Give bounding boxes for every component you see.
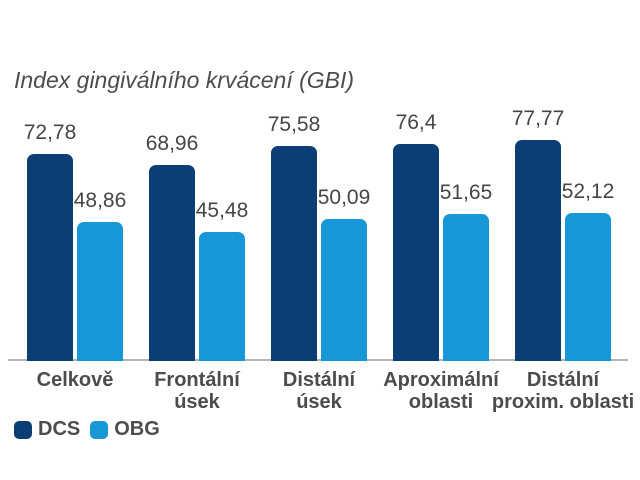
category-label-line: úsek xyxy=(296,391,342,413)
value-label-dcs: 77,77 xyxy=(511,107,565,130)
legend-label-dcs: DCS xyxy=(38,418,81,440)
legend: DCS OBG xyxy=(14,418,160,441)
value-label-dcs: 72,78 xyxy=(23,121,77,144)
category-label-line: Aproximální xyxy=(383,369,499,391)
category-label-line: proxim. oblasti xyxy=(491,391,635,413)
category-label: Distální proxim. oblasti xyxy=(478,369,640,413)
legend-swatch-obg xyxy=(90,420,109,439)
category-label: Celkově xyxy=(0,369,160,391)
value-label-obg: 52,12 xyxy=(561,180,615,203)
category-label-line: Celkově xyxy=(36,369,114,391)
bar-obg xyxy=(199,232,245,361)
bar-obg xyxy=(565,213,611,361)
legend-item-dcs: DCS xyxy=(14,418,80,441)
category-label-line: Distální xyxy=(526,369,600,391)
legend-swatch-dcs xyxy=(14,420,32,439)
bar-dcs xyxy=(271,146,317,361)
value-label-obg: 51,65 xyxy=(439,181,493,204)
value-label-obg: 45,48 xyxy=(195,199,249,222)
category-label-line: Frontální xyxy=(154,369,240,391)
legend-item-obg: OBG xyxy=(90,418,160,441)
value-label-obg: 50,09 xyxy=(317,186,371,209)
category-label-line: Distální xyxy=(282,369,356,391)
category-label-line: oblasti xyxy=(408,391,474,413)
value-label-obg: 48,86 xyxy=(73,189,127,212)
legend-label-obg: OBG xyxy=(114,418,160,440)
x-axis-line xyxy=(8,359,628,361)
bar-obg xyxy=(321,219,367,361)
category-label: Aproximální oblasti xyxy=(356,369,526,413)
value-label-dcs: 75,58 xyxy=(267,113,321,136)
bar-dcs xyxy=(515,140,561,361)
category-label: Frontální úsek xyxy=(112,369,282,413)
value-label-dcs: 76,4 xyxy=(395,111,437,134)
category-label: Distální úsek xyxy=(234,369,404,413)
category-label-line: úsek xyxy=(174,391,220,413)
bar-dcs xyxy=(27,154,73,361)
chart-title: Index gingiválního krvácení (GBI) xyxy=(14,67,355,93)
value-label-dcs: 68,96 xyxy=(145,132,199,155)
bar-obg xyxy=(77,222,123,361)
bar-dcs xyxy=(393,144,439,361)
bar-dcs xyxy=(149,165,195,361)
bar-obg xyxy=(443,214,489,361)
